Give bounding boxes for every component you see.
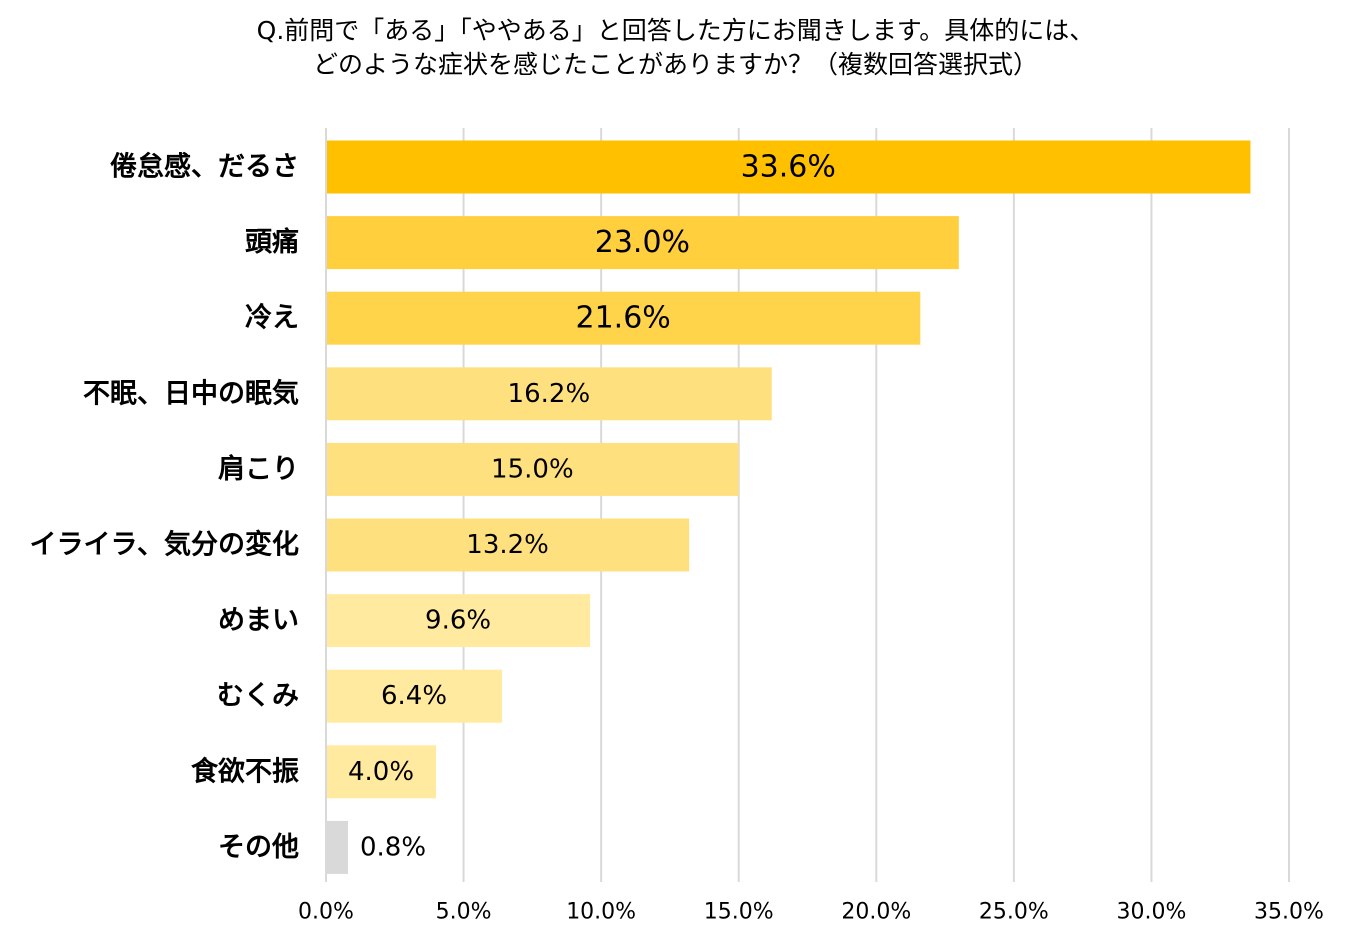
bar bbox=[326, 140, 1251, 194]
x-tick-label: 35.0% bbox=[1254, 900, 1324, 925]
x-tick-label: 25.0% bbox=[979, 900, 1049, 925]
x-tick-label: 10.0% bbox=[566, 900, 636, 925]
data-label: 0.8% bbox=[360, 832, 426, 862]
bar bbox=[326, 745, 437, 799]
data-label: 13.2% bbox=[466, 530, 549, 560]
category-label: 肩こり bbox=[218, 453, 299, 485]
bar bbox=[326, 216, 959, 270]
category-label: 頭痛 bbox=[245, 226, 299, 258]
category-label: 倦怠感、だるさ bbox=[110, 151, 299, 183]
category-label: 食欲不振 bbox=[191, 755, 299, 787]
category-label: 冷え bbox=[245, 303, 299, 334]
data-label: 23.0% bbox=[595, 225, 690, 260]
bar bbox=[326, 820, 349, 874]
bar bbox=[326, 594, 591, 648]
x-tick-label: 0.0% bbox=[298, 900, 354, 925]
category-label: 不眠、日中の眠気 bbox=[83, 377, 299, 409]
data-label: 21.6% bbox=[575, 301, 670, 336]
bar bbox=[326, 518, 690, 572]
x-tick-label: 15.0% bbox=[704, 900, 774, 925]
data-label: 9.6% bbox=[425, 606, 491, 636]
category-label: めまい bbox=[218, 605, 299, 636]
data-label: 15.0% bbox=[491, 454, 574, 484]
chart-title-line-2: どのような症状を感じたことがありますか？（複数回答選択式） bbox=[312, 50, 1038, 79]
bar bbox=[326, 669, 503, 723]
chart-title: Q.前問で「ある」「ややある」と回答した方にお聞きします。具体的には、 どのよう… bbox=[0, 14, 1351, 82]
x-tick-label: 20.0% bbox=[841, 900, 911, 925]
data-label: 4.0% bbox=[348, 757, 414, 787]
x-tick-label: 30.0% bbox=[1116, 900, 1186, 925]
category-label: むくみ bbox=[217, 681, 299, 712]
bar bbox=[326, 291, 921, 345]
data-label: 33.6% bbox=[741, 150, 836, 185]
category-label: イライラ、気分の変化 bbox=[30, 529, 299, 561]
bar bbox=[326, 367, 772, 421]
x-tick-label: 5.0% bbox=[436, 900, 492, 925]
category-label: その他 bbox=[218, 832, 299, 863]
data-label: 6.4% bbox=[381, 681, 447, 711]
bar bbox=[326, 442, 739, 496]
chart-title-line-1: Q.前問で「ある」「ややある」と回答した方にお聞きします。具体的には、 bbox=[256, 16, 1095, 45]
data-label: 16.2% bbox=[508, 379, 591, 409]
